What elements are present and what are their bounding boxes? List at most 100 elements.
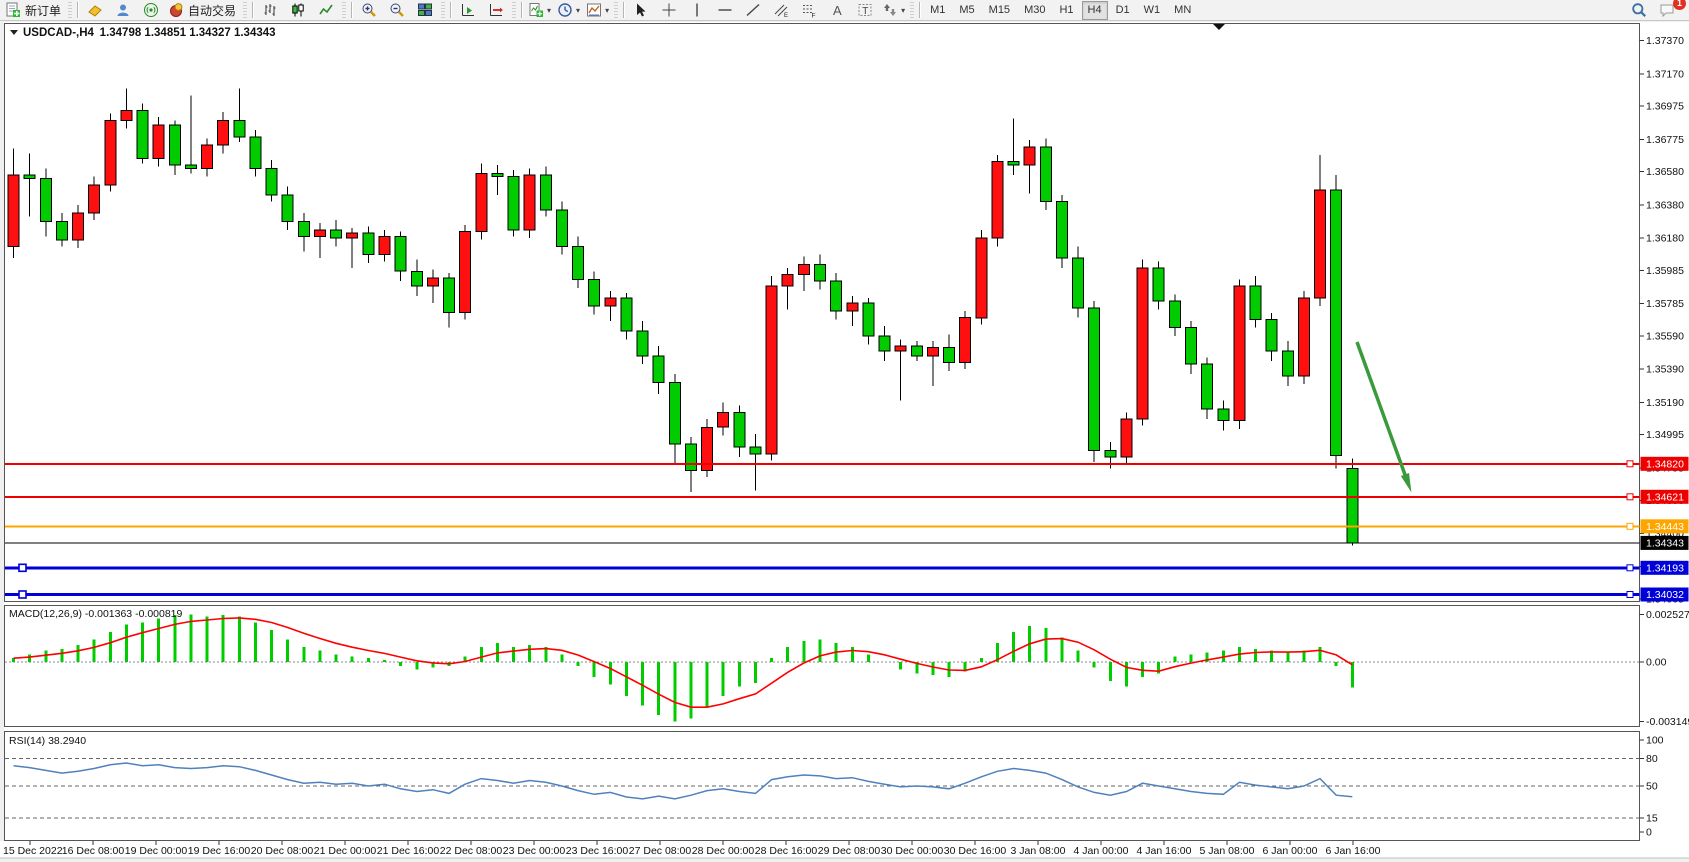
svg-text:23 Dec 00:00: 23 Dec 00:00 (503, 845, 566, 857)
line-handle[interactable] (1626, 522, 1634, 530)
zoom-in-button[interactable] (355, 0, 383, 21)
dropdown-arrow-icon[interactable]: ▾ (901, 5, 906, 15)
timeframe-w1-button[interactable]: W1 (1143, 4, 1161, 16)
dropdown-arrow-icon[interactable]: ▾ (605, 5, 610, 15)
line-chart-button[interactable] (312, 0, 340, 21)
arrows-icon (884, 4, 897, 16)
horizontal-line-1.34443[interactable] (5, 522, 1640, 530)
toolbar-grip (342, 2, 347, 18)
svg-text:50: 50 (1646, 781, 1658, 793)
price-tag-1.34621: 1.34621 (1640, 489, 1689, 504)
line-handle[interactable] (1626, 591, 1634, 598)
trendline-button[interactable] (739, 0, 767, 21)
toolbar-separator (919, 2, 921, 18)
cursor-button[interactable] (627, 0, 655, 21)
fibonacci-button[interactable]: F (795, 0, 823, 21)
svg-text:16 Dec 08:00: 16 Dec 08:00 (62, 845, 125, 857)
new-order-button[interactable]: 新订单 (2, 0, 66, 21)
svg-text:4 Jan 00:00: 4 Jan 00:00 (1074, 845, 1129, 857)
indicators-icon (529, 3, 544, 17)
periods-button[interactable]: ▾ (554, 0, 583, 21)
horizontal-line-button[interactable] (711, 0, 739, 21)
tile-windows-icon (418, 3, 433, 16)
trendline-icon (746, 3, 760, 17)
toolbar-grip (441, 2, 446, 18)
chart-shift-button[interactable] (482, 0, 510, 21)
timeframe-m15-button[interactable]: M15 (988, 4, 1011, 16)
svg-text:1.36775: 1.36775 (1646, 134, 1684, 146)
horizontal-line-1.34032[interactable] (5, 590, 1640, 599)
crosshair-icon (662, 3, 676, 17)
line-handle[interactable] (18, 563, 27, 573)
chart-header: USDCAD-,H4 1.34798 1.34851 1.34327 1.343… (10, 27, 276, 39)
vertical-line-button[interactable] (683, 0, 711, 21)
line-handle[interactable] (1626, 564, 1634, 572)
horizontal-line-1.34621[interactable] (5, 493, 1640, 501)
timeframe-d1-button[interactable]: D1 (1115, 4, 1130, 16)
toolbar: 新订单 自动交易 ▾ ▾ ▾ E F A T ▾ M1 M5 M15 M30 H1 H4 D1 W1 MN 1 (0, 0, 1689, 21)
dropdown-arrow-icon[interactable]: ▾ (547, 5, 552, 15)
signals-button[interactable] (137, 0, 165, 21)
chart-area[interactable]: USDCAD-,H4 1.34798 1.34851 1.34327 1.343… (0, 21, 1689, 862)
time-axis[interactable]: 15 Dec 2022 16 Dec 08:00 19 Dec 00:00 19 De… (3, 841, 1381, 857)
timeframe-m1-button[interactable]: M1 (930, 4, 946, 16)
trend-arrow[interactable] (1355, 341, 1412, 493)
indicators-button[interactable]: ▾ (525, 0, 554, 21)
svg-text:1.34193: 1.34193 (1646, 562, 1684, 574)
svg-text:0.002527: 0.002527 (1646, 609, 1689, 621)
svg-text:1.37170: 1.37170 (1646, 68, 1684, 80)
svg-text:4 Jan 16:00: 4 Jan 16:00 (1137, 845, 1192, 857)
svg-text:1.34032: 1.34032 (1646, 589, 1684, 601)
svg-text:1.35590: 1.35590 (1646, 331, 1684, 343)
zoom-out-button[interactable] (383, 0, 411, 21)
crosshair-button[interactable] (655, 0, 683, 21)
line-handle[interactable] (1626, 460, 1634, 468)
text-button[interactable]: A (823, 0, 851, 21)
svg-text:100: 100 (1646, 735, 1664, 747)
auto-trading-button[interactable]: 自动交易 (165, 0, 241, 21)
arrows-button[interactable]: ▾ (879, 0, 908, 21)
timeframe-mn-button[interactable]: MN (1174, 4, 1192, 16)
svg-text:1.35985: 1.35985 (1646, 265, 1684, 277)
timeframe-h1-button[interactable]: H1 (1059, 4, 1074, 16)
auto-scroll-button[interactable] (454, 0, 482, 21)
svg-text:22 Dec 08:00: 22 Dec 08:00 (440, 845, 503, 857)
bar-chart-icon (264, 4, 276, 16)
chat-button[interactable]: 1 (1653, 0, 1686, 21)
horizontal-line-1.34820[interactable] (5, 460, 1640, 468)
svg-text:E: E (784, 13, 788, 18)
line-handle[interactable] (1626, 493, 1634, 501)
horizontal-line-1.34193[interactable] (5, 563, 1640, 573)
svg-text:1.36975: 1.36975 (1646, 101, 1684, 113)
svg-text:1.37370: 1.37370 (1646, 35, 1684, 47)
price-axis[interactable]: 1.37370 1.37170 1.36975 1.36775 1.36580 1.363… (1639, 35, 1689, 606)
svg-text:6 Jan 00:00: 6 Jan 00:00 (1263, 845, 1318, 857)
candlestick-chart-button[interactable] (284, 0, 312, 21)
svg-text:A: A (833, 3, 842, 18)
data-window-button[interactable] (109, 0, 137, 21)
line-handle[interactable] (18, 590, 27, 599)
cursor-icon (637, 3, 646, 17)
text-label-button[interactable]: T (851, 0, 879, 21)
line-chart-icon (319, 4, 333, 15)
tile-windows-button[interactable] (411, 0, 439, 21)
svg-text:1.35390: 1.35390 (1646, 364, 1684, 376)
bar-chart-button[interactable] (256, 0, 284, 21)
svg-text:23 Dec 16:00: 23 Dec 16:00 (566, 845, 629, 857)
templates-icon (587, 3, 602, 17)
svg-text:1.34443: 1.34443 (1646, 521, 1684, 533)
dropdown-arrow-icon[interactable]: ▾ (576, 5, 581, 15)
chart-shift-icon (490, 4, 503, 16)
templates-button[interactable]: ▾ (583, 0, 612, 21)
timeframe-h4-button[interactable]: H4 (1081, 0, 1108, 20)
symbol-dropdown-icon[interactable] (10, 30, 18, 35)
market-watch-button[interactable] (81, 0, 109, 21)
equidistant-channel-button[interactable]: E (767, 0, 795, 21)
timeframe-m5-button[interactable]: M5 (959, 4, 975, 16)
svg-text:21 Dec 16:00: 21 Dec 16:00 (377, 845, 440, 857)
svg-text:27 Dec 08:00: 27 Dec 08:00 (629, 845, 692, 857)
zoom-in-icon (362, 3, 376, 17)
svg-text:-0.003149: -0.003149 (1646, 716, 1689, 728)
search-button[interactable] (1625, 0, 1653, 21)
timeframe-m30-button[interactable]: M30 (1024, 4, 1046, 16)
